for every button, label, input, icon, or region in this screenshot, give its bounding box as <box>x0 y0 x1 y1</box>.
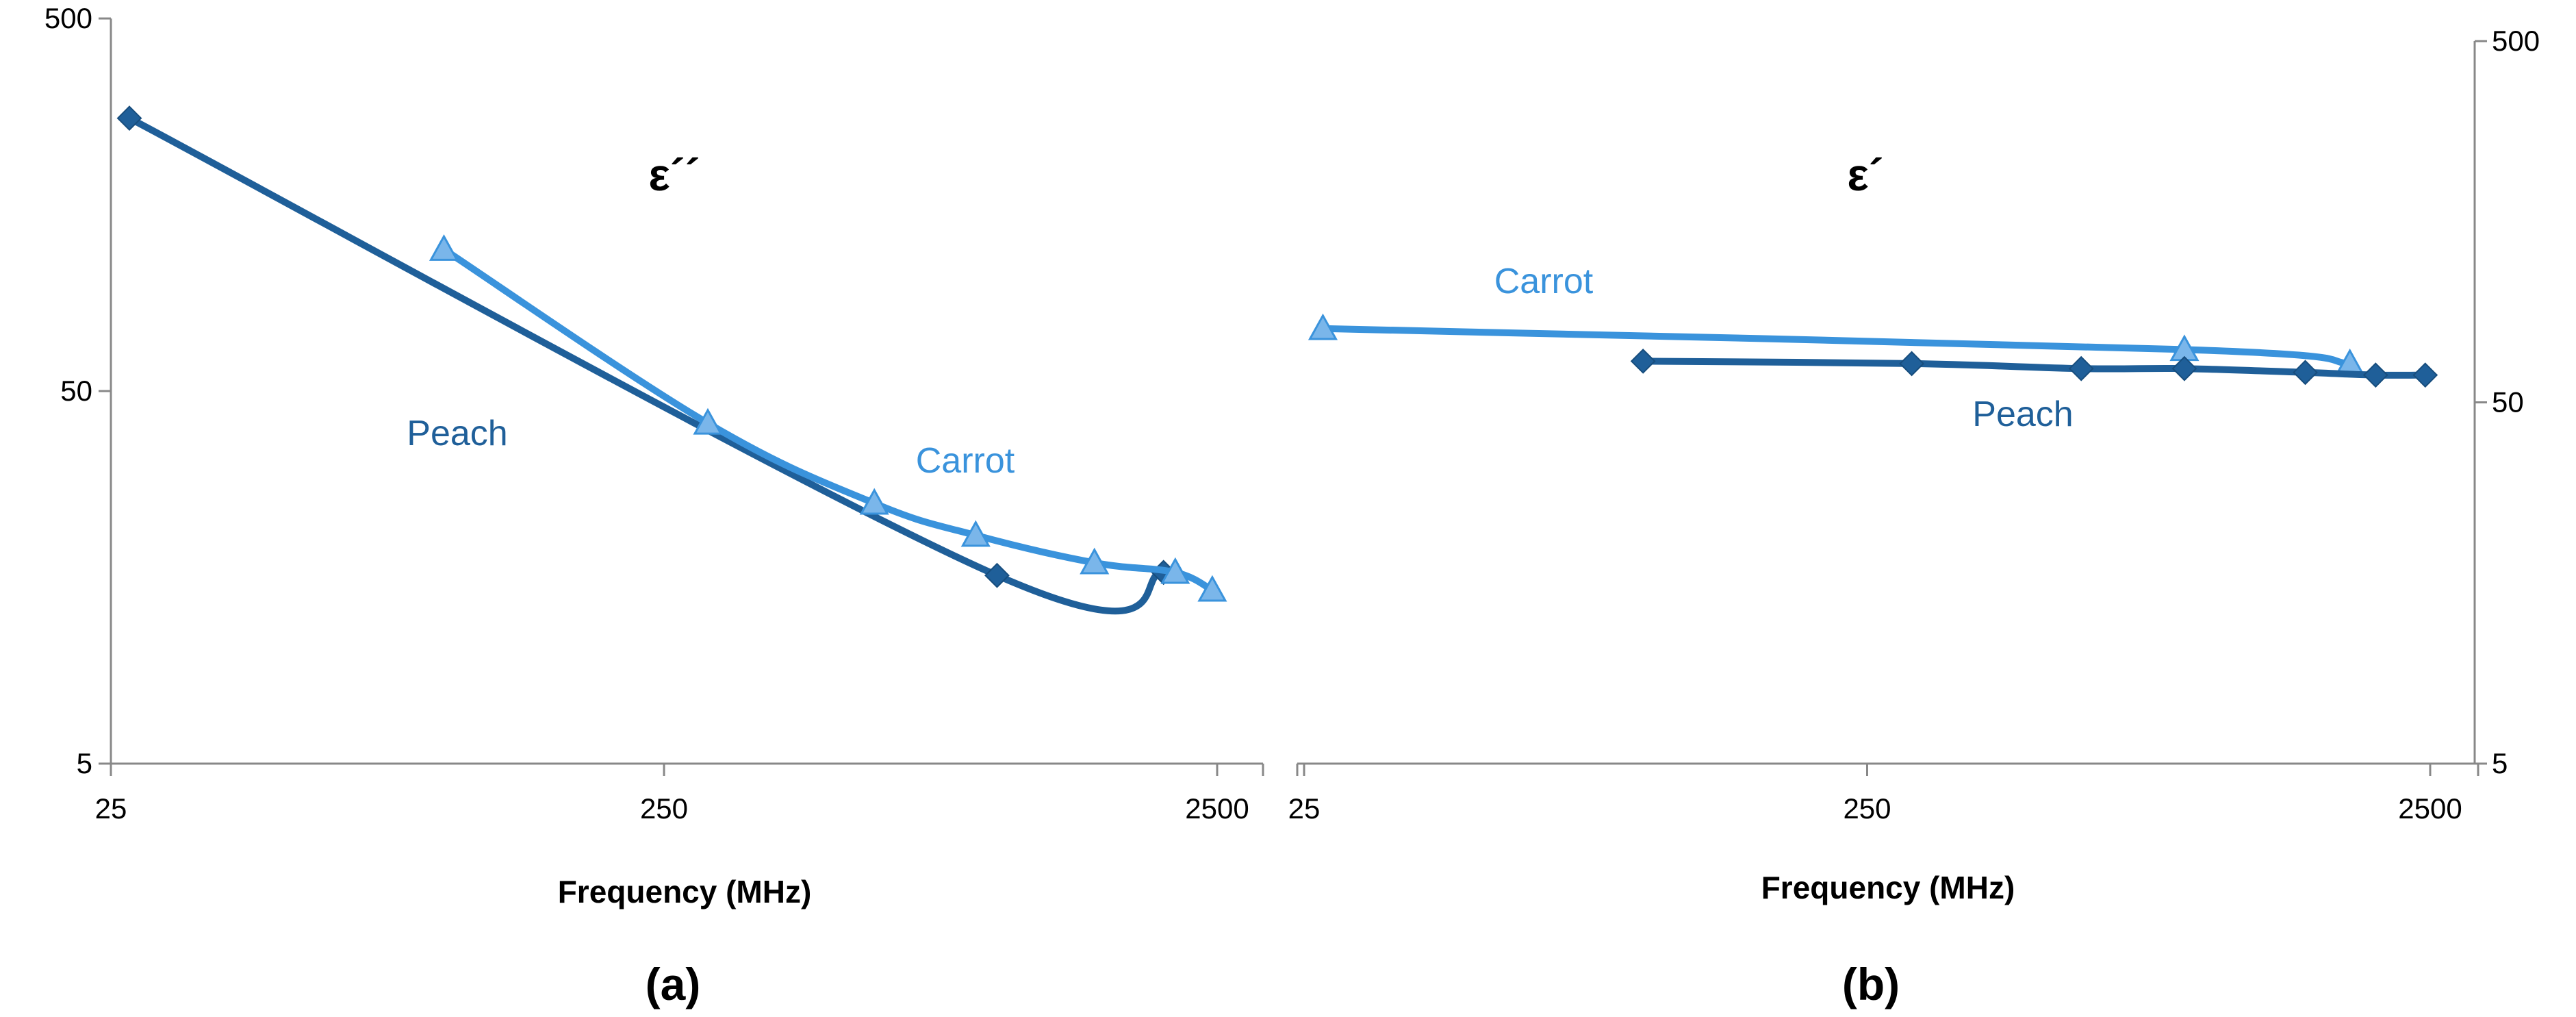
y-tick-label-b: 5 <box>2492 747 2508 779</box>
series-label-peach-b: Peach <box>1972 394 2073 434</box>
x-tick-label-a: 250 <box>640 792 688 825</box>
y-tick-label-b: 50 <box>2492 386 2524 418</box>
x-axis-label-b: Frequency (MHz) <box>1761 870 2015 905</box>
series-label-peach-a: Peach <box>407 414 507 453</box>
data-point-carrot-a <box>1160 557 1190 584</box>
data-point-carrot-a <box>960 520 991 547</box>
data-point-peach-b <box>1630 348 1656 374</box>
data-point-carrot-a <box>429 234 459 261</box>
y-tick-label-a: 500 <box>44 2 92 34</box>
chart-panel-a: ε´´ Frequency (MHz) (a) Peach Carrot 25 2… <box>44 2 1264 1009</box>
x-tick-label-b: 25 <box>1288 792 1321 825</box>
data-point-peach-b <box>2362 362 2388 388</box>
series-line-carrot-a <box>440 246 1216 594</box>
y-tick-label-a: 50 <box>60 375 92 407</box>
data-point-peach-b <box>2068 355 2094 381</box>
y-tick-label-b: 500 <box>2492 25 2540 57</box>
x-axis-label-a: Frequency (MHz) <box>558 874 812 909</box>
x-tick-label-b: 250 <box>1843 792 1891 825</box>
data-point-carrot-a <box>1197 575 1227 602</box>
x-tick-label-a: 25 <box>95 792 127 825</box>
data-point-carrot-b <box>1308 313 1338 340</box>
series-label-carrot-b: Carrot <box>1494 262 1594 301</box>
x-tick-label-b: 2500 <box>2398 792 2462 825</box>
series-line-carrot-b <box>1319 325 2354 367</box>
chart-title-a: ε´´ <box>648 149 700 200</box>
series-line-peach-b <box>1640 357 2429 379</box>
data-point-peach-b <box>2412 362 2438 388</box>
data-point-carrot-a <box>1080 547 1110 575</box>
series-line-peach-a <box>126 114 1167 615</box>
data-point-carrot-a <box>693 407 723 435</box>
chart-title-b: ε´ <box>1847 149 1883 200</box>
series-label-carrot-a: Carrot <box>916 441 1015 481</box>
data-point-carrot-a <box>859 488 889 515</box>
data-point-peach-b <box>2171 355 2197 381</box>
data-point-peach-a <box>984 562 1010 588</box>
panel-label-a: (a) <box>646 959 701 1009</box>
x-tick-label-a: 2500 <box>1185 792 1249 825</box>
chart-panel-b: ε´ Frequency (MHz) (b) Carrot Peach 25 25… <box>1288 25 2540 1009</box>
data-point-peach-a <box>116 105 142 131</box>
panel-label-b: (b) <box>1842 959 1900 1009</box>
data-point-peach-b <box>2293 360 2318 386</box>
y-tick-label-a: 5 <box>77 747 92 779</box>
data-point-peach-b <box>1899 351 1925 377</box>
